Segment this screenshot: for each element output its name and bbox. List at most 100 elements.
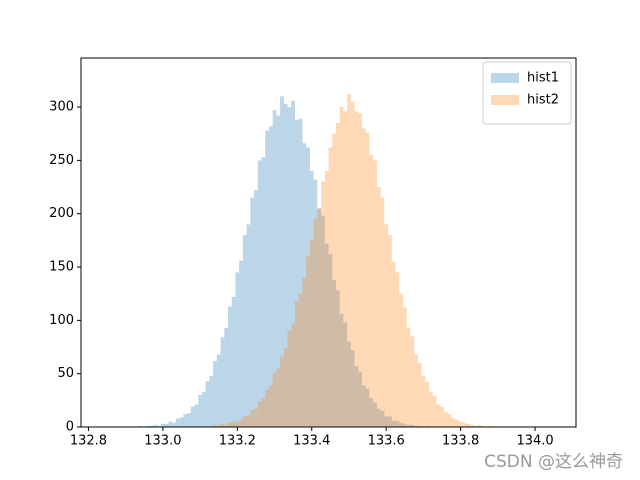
histogram-bar	[257, 160, 262, 427]
histogram-bar	[246, 224, 251, 427]
histogram-bar	[369, 155, 374, 427]
histogram-bar	[313, 219, 318, 427]
histogram-bar	[488, 425, 493, 427]
histogram-bar	[183, 414, 188, 427]
histogram-bar	[298, 293, 303, 427]
histogram-bar	[272, 110, 277, 427]
histogram-bar	[335, 290, 340, 427]
histogram-bar	[447, 414, 452, 427]
histogram-bar	[265, 130, 269, 427]
histogram-bar	[324, 171, 329, 427]
plot-area	[138, 94, 493, 428]
histogram-bar	[291, 323, 296, 427]
histogram-bar	[175, 418, 180, 427]
histogram-bar	[425, 425, 429, 427]
y-tick-label: 300	[49, 100, 74, 115]
histogram-bar	[391, 420, 396, 427]
histogram-bar	[373, 402, 377, 427]
histogram-bar	[283, 348, 288, 427]
histogram-bar	[458, 421, 463, 427]
histogram-bar	[376, 408, 381, 427]
histogram-bar	[261, 398, 266, 427]
histogram-bar	[268, 126, 273, 427]
histogram-bar	[373, 160, 377, 427]
histogram-bar	[220, 423, 225, 427]
x-tick-label: 132.8	[70, 434, 107, 449]
histogram-bar	[228, 306, 232, 427]
histogram-bar	[216, 425, 221, 427]
legend-swatch	[491, 95, 519, 105]
histogram-bar	[231, 420, 236, 427]
histogram-bar	[481, 425, 485, 427]
x-tick-label: 133.6	[368, 434, 405, 449]
histogram-bar	[395, 420, 400, 427]
histogram-bar	[332, 279, 336, 427]
histogram-bar	[280, 96, 284, 427]
histogram-bar	[231, 296, 236, 427]
histogram-bar	[365, 388, 370, 427]
histogram-bar	[339, 313, 344, 427]
histogram-bar	[321, 215, 325, 427]
histogram-bar	[432, 396, 437, 427]
histogram-bar	[276, 368, 281, 427]
histogram-bar	[369, 398, 374, 427]
histogram-bar	[295, 301, 299, 427]
histogram-bar	[205, 381, 210, 427]
histogram-bar	[384, 224, 389, 427]
histogram-bar	[283, 103, 288, 427]
histogram-bar	[268, 385, 273, 427]
histogram-bar	[354, 366, 359, 427]
histogram-bar	[358, 113, 362, 427]
legend-label: hist1	[527, 71, 559, 86]
histogram-bar	[436, 404, 441, 427]
histogram-bar	[302, 143, 307, 427]
histogram-bar	[272, 372, 277, 427]
histogram-bar	[335, 123, 340, 427]
y-tick-label: 50	[57, 366, 74, 381]
histogram-bar	[146, 425, 150, 427]
y-tick-label: 200	[49, 206, 74, 221]
histogram-bar	[164, 423, 169, 427]
histogram-bar	[462, 422, 467, 427]
histogram-bar	[421, 375, 426, 427]
histogram-bar	[425, 382, 429, 427]
histogram-bar	[254, 408, 258, 427]
watermark: CSDN @这么神奇	[484, 452, 623, 472]
histogram-bar	[168, 421, 173, 427]
histogram-bar	[313, 179, 318, 427]
histogram-bar	[361, 385, 366, 427]
y-tick-label: 100	[49, 313, 74, 328]
x-tick-label: 133.4	[293, 434, 330, 449]
histogram-bar	[228, 422, 232, 427]
histogram-bar	[384, 416, 389, 427]
histogram-bar	[332, 133, 336, 427]
histogram-bar	[361, 128, 366, 428]
histogram-bar	[287, 331, 292, 427]
legend-box	[482, 61, 572, 125]
histogram-bar	[402, 423, 407, 427]
histogram-bar	[257, 401, 262, 427]
histogram-bar	[350, 101, 355, 427]
histogram-bar	[172, 422, 176, 427]
histogram-bar	[246, 415, 251, 427]
histogram-bar	[239, 260, 243, 427]
histogram-bar	[406, 327, 411, 427]
histogram-bar	[149, 425, 154, 427]
histogram-bar	[224, 424, 229, 427]
histogram-bar	[451, 418, 456, 427]
histogram-bar	[194, 404, 199, 427]
x-tick-label: 133.0	[144, 434, 181, 449]
histogram-bar	[298, 118, 303, 428]
histogram-bar	[347, 94, 351, 427]
histogram-bar	[153, 424, 158, 427]
histogram-bar	[287, 107, 292, 427]
histogram-bar	[201, 391, 206, 427]
histogram-bar	[354, 111, 359, 427]
histogram-bar	[339, 107, 344, 427]
histogram-bar	[250, 409, 255, 427]
histogram-bar	[376, 187, 381, 427]
histogram-bar	[235, 421, 240, 427]
histogram-bar	[157, 425, 162, 427]
histogram-bar	[328, 147, 333, 428]
